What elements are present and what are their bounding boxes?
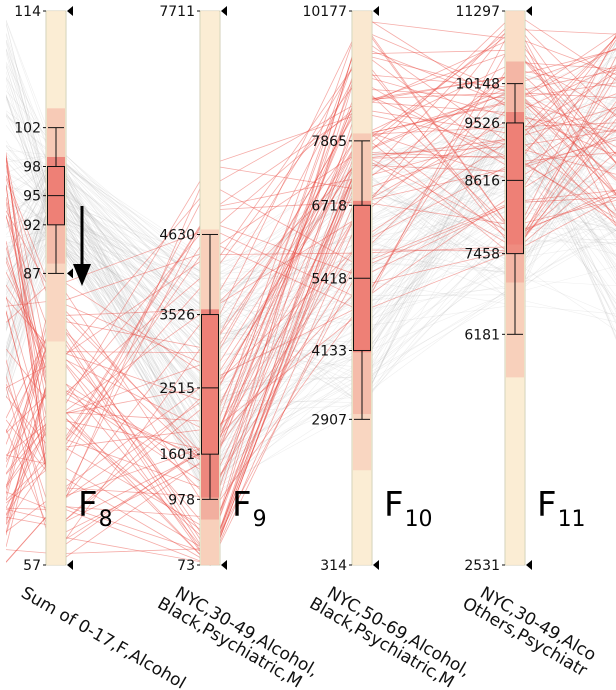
tick-label: 7711 bbox=[159, 4, 195, 20]
density-band bbox=[47, 263, 65, 342]
feature-name: F8 bbox=[78, 485, 113, 532]
density-band bbox=[201, 11, 219, 230]
tick-label: 57 bbox=[23, 558, 41, 574]
tick-label: 102 bbox=[14, 121, 41, 137]
axis-f11: 11297 10148 9526 8616 7458 6181 2531 F11 NYC,30-… bbox=[455, 4, 599, 681]
density-band bbox=[201, 519, 219, 565]
tick-label: 87 bbox=[23, 266, 41, 282]
feature-name: F11 bbox=[537, 485, 586, 532]
density-band bbox=[201, 497, 219, 520]
max-marker bbox=[67, 6, 73, 16]
feature-name-subscript: 11 bbox=[558, 507, 586, 532]
tick-label: 7865 bbox=[311, 134, 347, 150]
tick-label: 2907 bbox=[311, 412, 347, 428]
feature-name-base: F bbox=[232, 485, 252, 525]
tick-label: 73 bbox=[177, 558, 195, 574]
min-marker bbox=[526, 560, 532, 570]
feature-name-subscript: 10 bbox=[405, 507, 433, 532]
feature-name: F9 bbox=[232, 485, 267, 532]
tick-label: 98 bbox=[23, 160, 41, 176]
tick-label: 6718 bbox=[311, 198, 347, 214]
tick-label: 11297 bbox=[455, 4, 500, 20]
density-band bbox=[353, 414, 371, 471]
density-band bbox=[353, 11, 371, 134]
tick-label: 95 bbox=[23, 189, 41, 205]
density-band bbox=[506, 377, 524, 565]
tick-label: 978 bbox=[168, 492, 195, 508]
tick-label: 4133 bbox=[311, 343, 347, 359]
density-band bbox=[47, 341, 65, 565]
tick-label: 7458 bbox=[464, 247, 500, 263]
tick-label: 2531 bbox=[464, 558, 500, 574]
tick-label: 5418 bbox=[311, 271, 347, 287]
tick-label: 1601 bbox=[159, 447, 195, 463]
max-marker bbox=[373, 6, 379, 16]
down-arrow-head bbox=[73, 264, 91, 286]
axis-description: NYC,30-49,AlcoOthers,Psychiatr bbox=[459, 578, 600, 681]
max-marker bbox=[221, 6, 227, 16]
tick-label: 2515 bbox=[159, 381, 195, 397]
feature-name-base: F bbox=[78, 485, 98, 525]
feature-name: F10 bbox=[384, 485, 433, 532]
feature-name-subscript: 8 bbox=[99, 507, 113, 532]
filter-marker bbox=[67, 268, 73, 279]
max-marker bbox=[526, 6, 532, 16]
tick-label: 8616 bbox=[464, 173, 500, 189]
min-marker bbox=[221, 560, 227, 570]
feature-name-base: F bbox=[384, 485, 404, 525]
density-band bbox=[506, 11, 524, 62]
annotations bbox=[73, 206, 91, 286]
feature-name-base: F bbox=[537, 485, 557, 525]
iqr-box bbox=[506, 122, 524, 255]
min-marker bbox=[373, 560, 379, 570]
feature-name-subscript: 9 bbox=[253, 507, 267, 532]
tick-label: 6181 bbox=[464, 327, 500, 343]
tick-label: 3526 bbox=[159, 308, 195, 324]
tick-label: 10148 bbox=[455, 77, 500, 93]
iqr-box bbox=[201, 314, 219, 455]
density-band bbox=[47, 11, 65, 109]
tick-label: 9526 bbox=[464, 116, 500, 132]
axis-f10: 10177 7865 6718 5418 4133 2907 314 F10 NYC,50-69… bbox=[302, 4, 473, 690]
min-marker bbox=[67, 560, 73, 570]
tick-label: 92 bbox=[23, 218, 41, 234]
tick-label: 10177 bbox=[302, 4, 347, 20]
tick-label: 114 bbox=[14, 4, 41, 20]
density-band bbox=[353, 470, 371, 565]
axis-description: NYC,50-69,Alcohol,Black,Psychiatric,M bbox=[306, 578, 474, 690]
tick-label: 314 bbox=[320, 558, 347, 574]
tick-label: 4630 bbox=[159, 227, 195, 243]
